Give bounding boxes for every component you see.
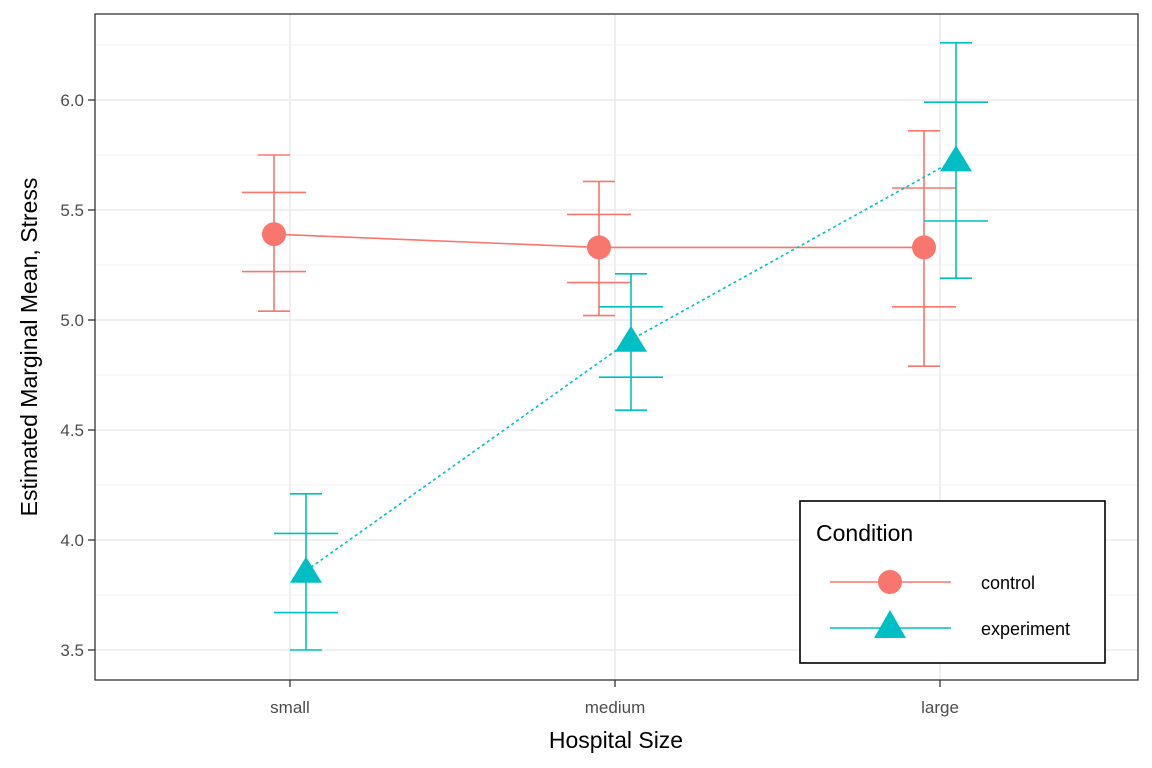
- grid: [95, 14, 1138, 680]
- legend-entry-experiment: experiment: [830, 610, 1070, 639]
- y-tick-label: 3.5: [60, 641, 84, 660]
- x-tick-label: large: [921, 698, 959, 717]
- data-point-control: [912, 235, 936, 260]
- data-point-experiment: [615, 325, 647, 352]
- y-axis-title: Estimated Marginal Mean, Stress: [16, 178, 42, 517]
- series-layer: [242, 41, 988, 651]
- y-tick-label: 5.0: [60, 311, 84, 330]
- data-point-control: [262, 222, 286, 247]
- series-experiment: [274, 41, 988, 651]
- legend-key-triangle: [874, 610, 906, 638]
- legend: Condition control experiment: [799, 500, 1106, 664]
- panel-border: [94, 13, 1139, 681]
- x-tick-label: medium: [585, 698, 645, 717]
- data-point-control: [587, 235, 611, 260]
- x-tick-label: small: [270, 698, 310, 717]
- legend-key-circle: [878, 570, 902, 594]
- y-tick-label: 6.0: [60, 91, 84, 110]
- series-control: [242, 130, 956, 368]
- data-point-experiment: [290, 556, 322, 583]
- y-tick-label: 4.5: [60, 421, 84, 440]
- legend-label: control: [981, 573, 1035, 593]
- y-tick-label: 5.5: [60, 201, 84, 220]
- legend-entry-control: control: [830, 570, 1035, 594]
- y-tick-label: 4.0: [60, 531, 84, 550]
- legend-title: Condition: [816, 520, 913, 546]
- x-axis-title: Hospital Size: [549, 727, 683, 753]
- axes: 3.5 4.0 4.5 5.0 5.5 6.0 small medium large: [60, 91, 959, 717]
- data-point-experiment: [940, 145, 972, 172]
- legend-label: experiment: [981, 619, 1070, 639]
